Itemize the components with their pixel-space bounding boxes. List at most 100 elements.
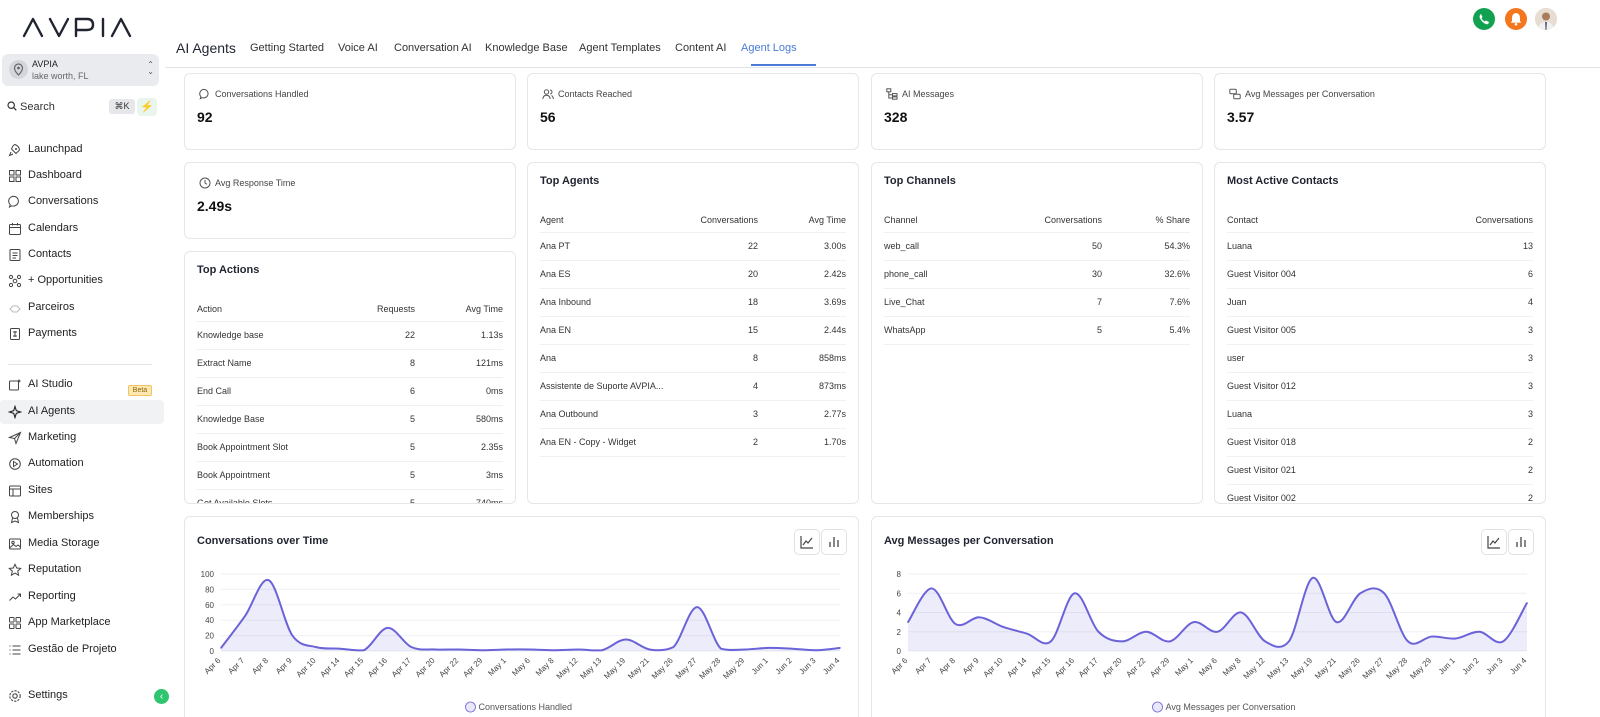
data-point <box>434 648 437 651</box>
x-tick-label: Jun 4 <box>821 656 842 677</box>
data-point <box>767 647 770 649</box>
sidebar-item-app-marketplace[interactable]: App Marketplace <box>0 611 165 635</box>
table-cell: 3 <box>1527 325 1533 335</box>
data-point <box>1359 592 1362 595</box>
sidebar-item-memberships[interactable]: Memberships <box>0 505 165 529</box>
table-cell: 54.3% <box>1164 241 1190 251</box>
tab-content-ai[interactable]: Content AI <box>675 42 727 54</box>
active-tab-indicator <box>751 64 816 66</box>
sidebar-item-label: AI Studio <box>28 378 73 390</box>
data-point <box>220 647 222 649</box>
sidebar-item-parceiros[interactable]: Parceiros <box>0 296 165 320</box>
y-tick-label: 40 <box>205 616 214 625</box>
table-cell: Ana Inbound <box>540 297 592 307</box>
table-row: Ana EN - Copy - Widget 2 1.70s <box>540 429 846 457</box>
stat-card-conversations-handled: Conversations Handled 92 <box>184 73 516 150</box>
collapse-sidebar-button[interactable]: ‹ <box>154 689 169 704</box>
table-row: Live_Chat 7 7.6% <box>884 289 1190 317</box>
stat-label: Avg Response Time <box>215 178 296 188</box>
sidebar-item-reputation[interactable]: Reputation <box>0 558 165 582</box>
table-cell: 6 <box>1527 269 1533 279</box>
x-tick-label: Apr 22 <box>437 656 460 679</box>
data-point <box>978 616 981 619</box>
column-header: Agent <box>540 215 564 225</box>
user-avatar[interactable] <box>1535 8 1557 30</box>
tab-agent-logs[interactable]: Agent Logs <box>741 42 797 54</box>
tab-knowledge-base[interactable]: Knowledge Base <box>485 42 568 54</box>
stat-value: 2.49s <box>197 198 233 214</box>
y-tick-label: 100 <box>201 570 215 579</box>
table-row: Knowledge base 22 1.13s <box>197 322 503 350</box>
sidebar-item-sites[interactable]: Sites <box>0 479 165 503</box>
sidebar-item-dashboard[interactable]: Dashboard <box>0 164 165 188</box>
top-actions-card: Top Actions Action Requests Avg Time Knowle… <box>184 251 516 504</box>
phone-button[interactable] <box>1473 8 1495 30</box>
bar-chart-toggle[interactable] <box>1508 529 1534 555</box>
account-location: lake worth, FL <box>32 71 89 81</box>
sidebar-item-ai-agents[interactable]: AI Agents <box>0 400 164 424</box>
data-point <box>1240 611 1243 614</box>
hierarchy-icon <box>886 88 898 100</box>
avpia-logo[interactable] <box>22 16 138 38</box>
sidebar-item-calendars[interactable]: Calendars <box>0 217 165 241</box>
notifications-button[interactable] <box>1505 8 1527 30</box>
table-row: Get Available Slots 5 740ms <box>197 490 503 503</box>
table-row: Book Appointment 5 3ms <box>197 462 503 490</box>
table-cell: 5 <box>409 414 415 424</box>
x-tick-label: Apr 7 <box>226 656 246 676</box>
data-point <box>696 606 698 608</box>
sidebar-item-payments[interactable]: Payments <box>0 322 165 346</box>
data-point <box>1335 621 1338 623</box>
series-area <box>908 577 1527 651</box>
x-tick-label: Apr 7 <box>913 656 933 676</box>
sidebar-item-contacts[interactable]: Contacts <box>0 243 165 267</box>
table-cell: 4 <box>752 381 758 391</box>
account-switcher[interactable]: AVPIA lake worth, FL ⌃ ⌄ <box>2 54 159 86</box>
top-channels-card: Top Channels Channel Conversations % Share… <box>871 162 1203 504</box>
data-point <box>553 649 556 652</box>
line-chart-toggle[interactable] <box>794 529 820 555</box>
table-cell: WhatsApp <box>884 325 926 335</box>
x-tick-label: Apr 9 <box>961 656 981 676</box>
table-cell: Ana <box>540 353 557 363</box>
sidebar-item-launchpad[interactable]: Launchpad <box>0 138 165 162</box>
quick-action-bolt-icon[interactable]: ⚡ <box>137 98 157 116</box>
table-cell: 3ms <box>485 470 503 480</box>
data-point <box>577 648 579 651</box>
table-cell: 873ms <box>818 381 846 391</box>
table-cell: phone_call <box>884 269 928 279</box>
tab-agent-templates[interactable]: Agent Templates <box>579 42 661 54</box>
table-row: Guest Visitor 021 2 <box>1227 457 1533 485</box>
table-row: Guest Visitor 018 2 <box>1227 429 1533 457</box>
sidebar-item-conversations[interactable]: Conversations <box>0 190 165 214</box>
table-cell: 580ms <box>475 414 503 424</box>
sidebar-item-settings[interactable]: Settings <box>0 684 165 708</box>
data-point <box>1454 637 1457 640</box>
column-header: Channel <box>884 215 918 225</box>
sidebar-item-gest-o-de-projeto[interactable]: Gestão de Projeto <box>0 638 165 662</box>
table-cell: Ana EN - Copy - Widget <box>540 437 637 447</box>
location-avatar <box>9 60 28 79</box>
table-cell: user <box>1227 353 1245 363</box>
table-cell: 22 <box>747 241 758 251</box>
column-header: Avg Time <box>465 304 503 314</box>
sidebar-item-opportunities[interactable]: + Opportunities <box>0 269 165 293</box>
search-button[interactable]: Search ⌘K <box>6 99 135 115</box>
tab-conversation-ai[interactable]: Conversation AI <box>394 42 472 54</box>
line-chart-icon <box>1487 536 1500 549</box>
line-chart-toggle[interactable] <box>1481 529 1507 555</box>
sidebar-item-media-storage[interactable]: Media Storage <box>0 532 165 556</box>
sidebar-item-label: Sites <box>28 484 53 496</box>
sidebar-item-automation[interactable]: Automation <box>0 452 165 476</box>
bar-chart-toggle[interactable] <box>821 529 847 555</box>
sidebar-item-ai-studio[interactable]: AI Studio <box>0 373 165 397</box>
tab-getting-started[interactable]: Getting Started <box>250 42 324 54</box>
sidebar-item-reporting[interactable]: Reporting <box>0 585 165 609</box>
sidebar-item-label: Reputation <box>28 563 82 575</box>
x-tick-label: Apr 29 <box>461 656 484 679</box>
sidebar-item-label: Parceiros <box>28 301 75 313</box>
table-cell: 50 <box>1091 241 1102 251</box>
tab-voice-ai[interactable]: Voice AI <box>338 42 378 54</box>
sidebar-item-marketing[interactable]: Marketing <box>0 426 165 450</box>
